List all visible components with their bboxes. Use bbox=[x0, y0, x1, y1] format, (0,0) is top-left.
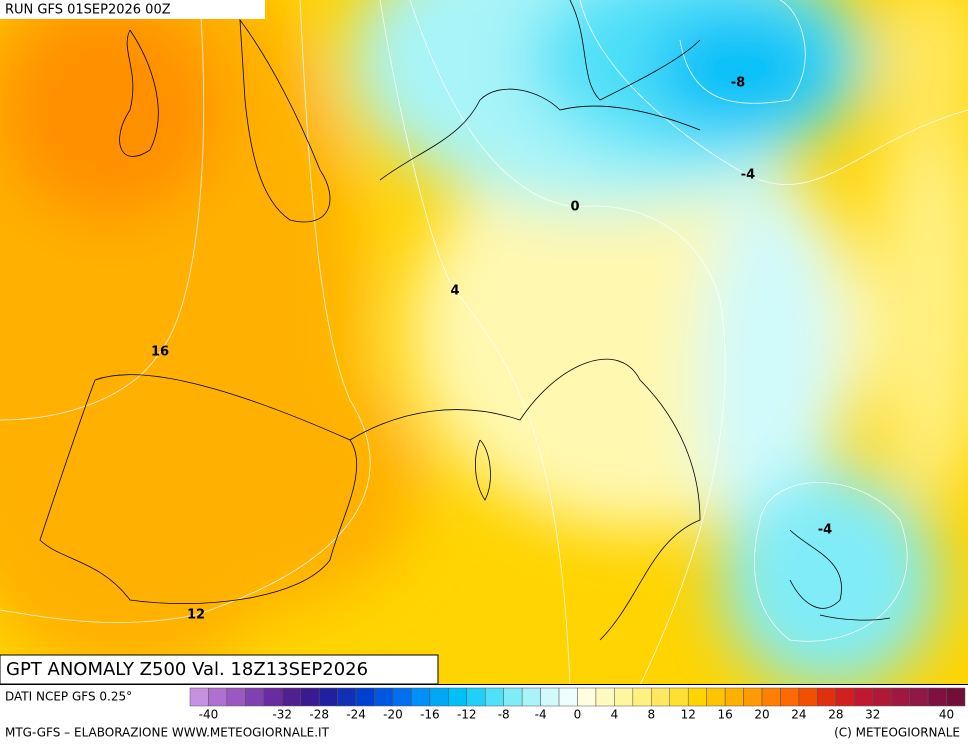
colorbar-box bbox=[189, 687, 209, 707]
colorbar-box bbox=[909, 687, 929, 707]
colorbar-tick-label: 8 bbox=[647, 708, 655, 722]
colorbar-box bbox=[632, 687, 652, 707]
run-label: RUN GFS 01SEP2026 00Z bbox=[5, 3, 171, 18]
credit: MTG-GFS – ELABORAZIONE WWW.METEOGIORNALE… bbox=[5, 726, 330, 740]
colorbar-box bbox=[743, 687, 763, 707]
colorbar-box bbox=[318, 687, 338, 707]
colorbar-box bbox=[226, 687, 246, 707]
colorbar-box bbox=[282, 687, 301, 707]
colorbar-box bbox=[577, 687, 597, 707]
colorbar-tick-label: 0 bbox=[574, 708, 582, 722]
colorbar-tick-label: 4 bbox=[611, 708, 619, 722]
colorbar-box bbox=[558, 687, 578, 707]
isolines bbox=[0, 0, 968, 685]
colorbar-box bbox=[669, 687, 689, 707]
colorbar-box bbox=[872, 687, 892, 707]
colorbar-box bbox=[448, 687, 468, 707]
contour-label: 16 bbox=[151, 345, 169, 360]
anomaly-field: -8 -4 0 4 16 12 -4 bbox=[0, 0, 968, 685]
map-title: GPT ANOMALY Z500 Val. 18Z13SEP2026 bbox=[6, 659, 368, 680]
colorbar-tick-label: 16 bbox=[717, 708, 732, 722]
colorbar-box bbox=[835, 687, 855, 707]
colorbar-box bbox=[927, 687, 947, 707]
colorbar-box bbox=[946, 687, 966, 707]
colorbar-tick-label: 12 bbox=[681, 708, 696, 722]
colorbar-box bbox=[263, 687, 283, 707]
colorbar-tick-label: -4 bbox=[535, 708, 547, 722]
colorbar-box bbox=[374, 687, 394, 707]
colorbar-box bbox=[706, 687, 726, 707]
colorbar-tick-label: 40 bbox=[939, 708, 954, 722]
colorbar: -40 -32 -28 -24 -20 -16 -12 -8 -4 0 4 8 12 16 20 24 28 32… bbox=[189, 687, 966, 722]
colorbar-tick-label: -20 bbox=[383, 708, 403, 722]
contour-label: 0 bbox=[570, 200, 579, 215]
colorbar-box bbox=[780, 687, 800, 707]
colorbar-box bbox=[614, 687, 634, 707]
run-box bbox=[0, 0, 265, 19]
colorbar-box bbox=[503, 687, 523, 707]
contour-label: 12 bbox=[187, 608, 205, 623]
colorbar-box bbox=[337, 687, 357, 707]
colorbar-tick-label: -40 bbox=[199, 708, 219, 722]
colorbar-box bbox=[854, 687, 873, 707]
colorbar-tick-label: -12 bbox=[457, 708, 477, 722]
colorbar-box bbox=[484, 687, 504, 707]
colorbar-box bbox=[429, 687, 449, 707]
colorbar-box bbox=[761, 687, 781, 707]
colorbar-tick-label: 32 bbox=[865, 708, 880, 722]
source: DATI NCEP GFS 0.25° bbox=[5, 690, 132, 704]
colorbar-box bbox=[521, 687, 541, 707]
colorbar-tick-label: -32 bbox=[272, 708, 292, 722]
contour-label: 4 bbox=[450, 284, 459, 299]
colorbar-box bbox=[687, 687, 707, 707]
copyright: (C) METEOGIORNALE bbox=[834, 726, 960, 740]
colorbar-box bbox=[798, 687, 818, 707]
colorbar-tick-label: -16 bbox=[420, 708, 440, 722]
colorbar-box bbox=[208, 687, 228, 707]
colorbar-box bbox=[411, 687, 431, 707]
colorbar-box bbox=[890, 687, 910, 707]
colorbar-box bbox=[651, 687, 671, 707]
contour-label: -4 bbox=[741, 168, 755, 183]
colorbar-box bbox=[392, 687, 412, 707]
colorbar-box bbox=[724, 687, 744, 707]
colorbar-tick-label: -24 bbox=[346, 708, 366, 722]
colorbar-box bbox=[817, 687, 837, 707]
contour-label: -8 bbox=[731, 76, 745, 91]
contour-label: -4 bbox=[818, 523, 832, 538]
colorbar-box bbox=[300, 687, 320, 707]
colorbar-box bbox=[540, 687, 560, 707]
colorbar-box bbox=[355, 687, 375, 707]
colorbar-box bbox=[595, 687, 615, 707]
colorbar-tick-label: 24 bbox=[791, 708, 806, 722]
coastlines bbox=[39, 0, 891, 641]
colorbar-box bbox=[245, 687, 265, 707]
colorbar-tick-label: -28 bbox=[309, 708, 329, 722]
colorbar-tick-label: -8 bbox=[498, 708, 510, 722]
colorbar-tick-label: 28 bbox=[828, 708, 843, 722]
colorbar-tick-label: 20 bbox=[754, 708, 769, 722]
contour-labels: -8 -4 0 4 16 12 -4 bbox=[151, 76, 832, 623]
colorbar-box bbox=[466, 687, 486, 707]
